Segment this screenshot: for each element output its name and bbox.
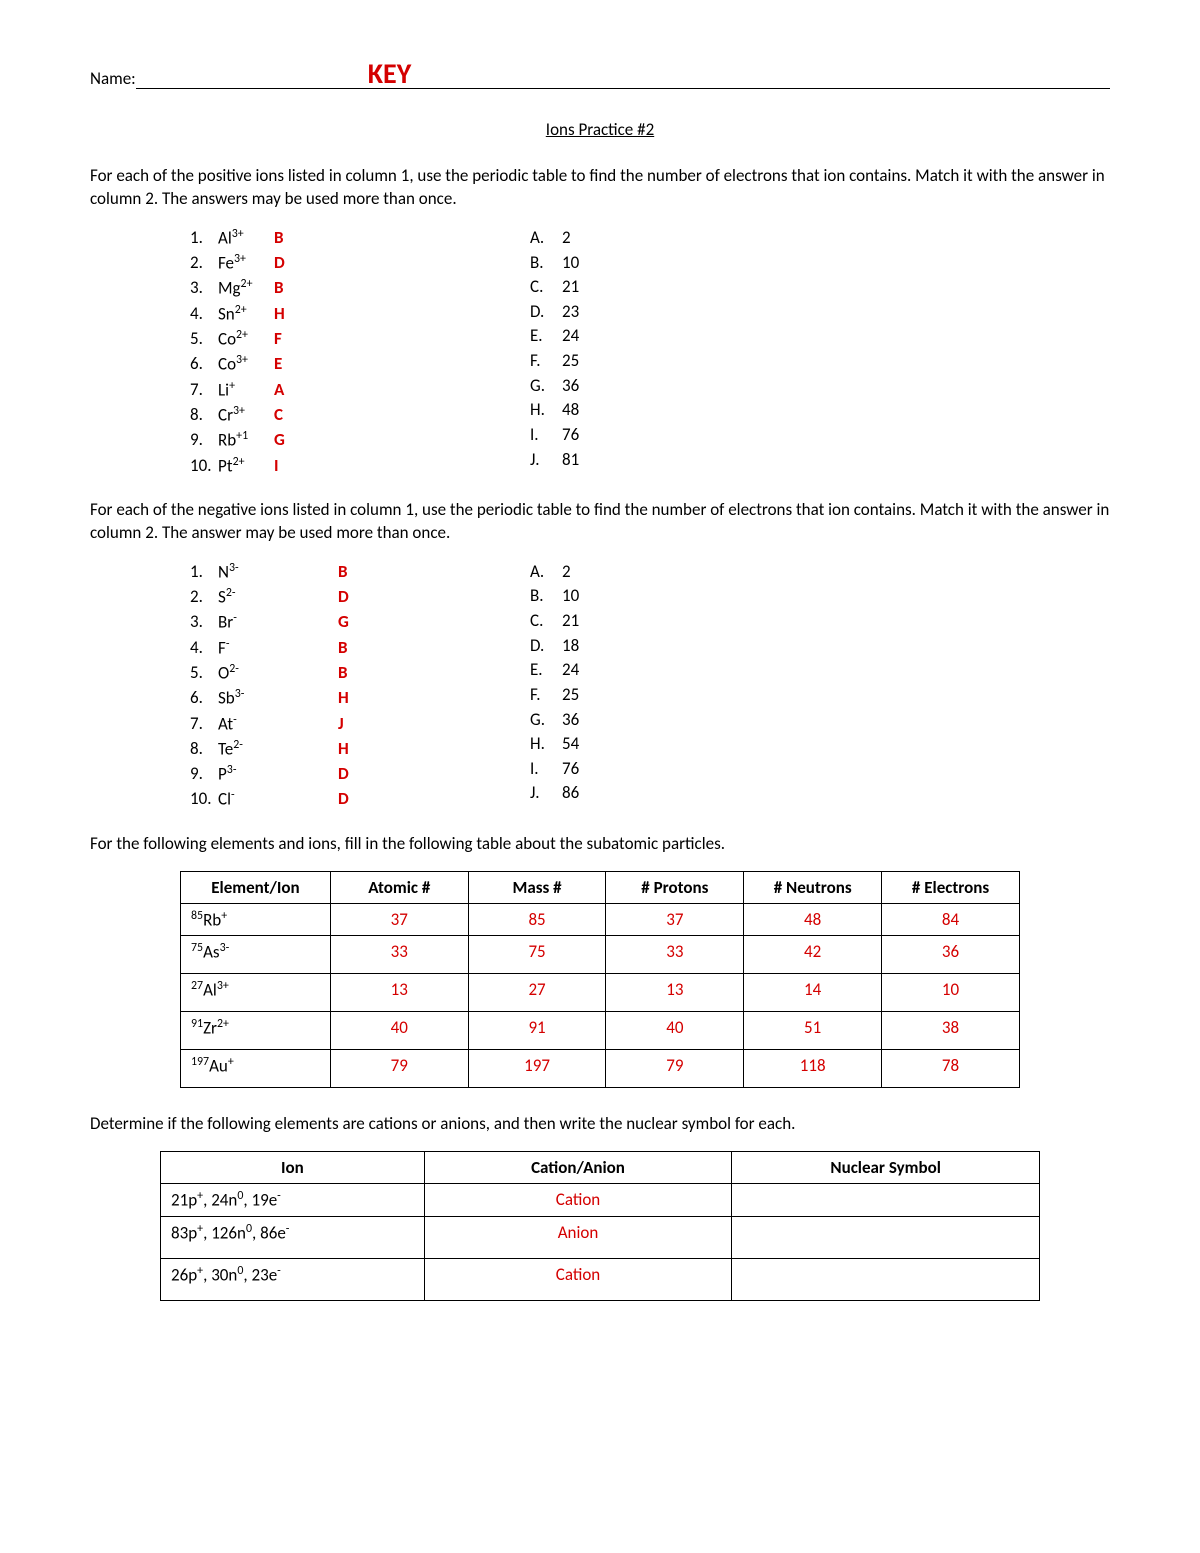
match-choice: E.24	[530, 324, 730, 349]
name-blank-right	[413, 67, 1110, 89]
table-row: 83p+, 126n0, 86e-Anion	[161, 1216, 1040, 1258]
match-choice: D.18	[530, 634, 730, 659]
match-choice: H.48	[530, 398, 730, 423]
page-title: Ions Practice #2	[90, 119, 1110, 140]
match-choice: I.76	[530, 757, 730, 782]
table-header: # Protons	[606, 871, 744, 903]
match-choice: J.81	[530, 448, 730, 473]
match-item: 2.S2-D	[190, 585, 530, 610]
match-choice: G.36	[530, 708, 730, 733]
table-row: 197Au+791977911878	[181, 1050, 1020, 1088]
match-item: 3.Br-G	[190, 610, 530, 635]
name-label: Name:	[90, 68, 136, 89]
table-header: Mass #	[468, 871, 606, 903]
match-choice: C.21	[530, 275, 730, 300]
match-choice: E.24	[530, 658, 730, 683]
section2-instructions: For each of the negative ions listed in …	[90, 499, 1110, 545]
match-choice: H.54	[530, 732, 730, 757]
match-item: 10.Cl-D	[190, 787, 530, 812]
match-item: 2.Fe3+D	[190, 251, 530, 276]
section4-instructions: Determine if the following elements are …	[90, 1113, 1110, 1136]
match-item: 6.Co3+E	[190, 352, 530, 377]
match-choice: A.2	[530, 226, 730, 251]
section3-instructions: For the following elements and ions, fil…	[90, 833, 1110, 856]
match-choice: C.21	[530, 609, 730, 634]
match-item: 7.Li+A	[190, 378, 530, 403]
table-row: 75As3-3375334236	[181, 936, 1020, 974]
match-item: 8.Te2-H	[190, 737, 530, 762]
match-choice: F.25	[530, 349, 730, 374]
match-choice: D.23	[530, 300, 730, 325]
table-header: Atomic #	[330, 871, 468, 903]
match-item: 4.F-B	[190, 636, 530, 661]
table-row: 85Rb+3785374884	[181, 903, 1020, 936]
match-choice: A.2	[530, 560, 730, 585]
table-row: 21p+, 24n0, 19e-Cation	[161, 1184, 1040, 1217]
table-header: # Neutrons	[744, 871, 882, 903]
match-choice: B.10	[530, 584, 730, 609]
match-item: 1.N3-B	[190, 560, 530, 585]
table-row: 91Zr2+4091405138	[181, 1012, 1020, 1050]
table-header: Ion	[161, 1152, 425, 1184]
match-item: 9.Rb+1G	[190, 428, 530, 453]
section1-match: 1.Al3+B2.Fe3+D3.Mg2+B4.Sn2+H5.Co2+F6.Co3…	[90, 226, 1110, 479]
match-choice: F.25	[530, 683, 730, 708]
match-choice: G.36	[530, 374, 730, 399]
header: Name: KEY	[90, 60, 1110, 89]
section2-match: 1.N3-B2.S2-D3.Br-G4.F-B5.O2-B6.Sb3-H7.At…	[90, 560, 1110, 813]
table-header: Nuclear Symbol	[732, 1152, 1040, 1184]
match-choice: I.76	[530, 423, 730, 448]
match-choice: J.86	[530, 781, 730, 806]
match-item: 5.O2-B	[190, 661, 530, 686]
match-item: 9.P3-D	[190, 762, 530, 787]
name-blank-left	[136, 67, 366, 89]
match-item: 10.Pt2+I	[190, 454, 530, 479]
subatomic-table: Element/IonAtomic #Mass ## Protons# Neut…	[180, 871, 1020, 1089]
section1-instructions: For each of the positive ions listed in …	[90, 165, 1110, 211]
match-item: 4.Sn2+H	[190, 302, 530, 327]
table-header: Element/Ion	[181, 871, 331, 903]
table-row: 26p+, 30n0, 23e-Cation	[161, 1258, 1040, 1300]
answer-key-label: KEY	[366, 60, 414, 89]
match-item: 1.Al3+B	[190, 226, 530, 251]
match-item: 3.Mg2+B	[190, 276, 530, 301]
match-item: 7.At-J	[190, 712, 530, 737]
table-row: 27Al3+1327131410	[181, 974, 1020, 1012]
ion-type-table: IonCation/AnionNuclear Symbol 21p+, 24n0…	[160, 1151, 1040, 1301]
match-item: 8.Cr3+C	[190, 403, 530, 428]
table-header: # Electrons	[882, 871, 1020, 903]
table-header: Cation/Anion	[424, 1152, 732, 1184]
match-item: 6.Sb3-H	[190, 686, 530, 711]
match-item: 5.Co2+F	[190, 327, 530, 352]
match-choice: B.10	[530, 251, 730, 276]
